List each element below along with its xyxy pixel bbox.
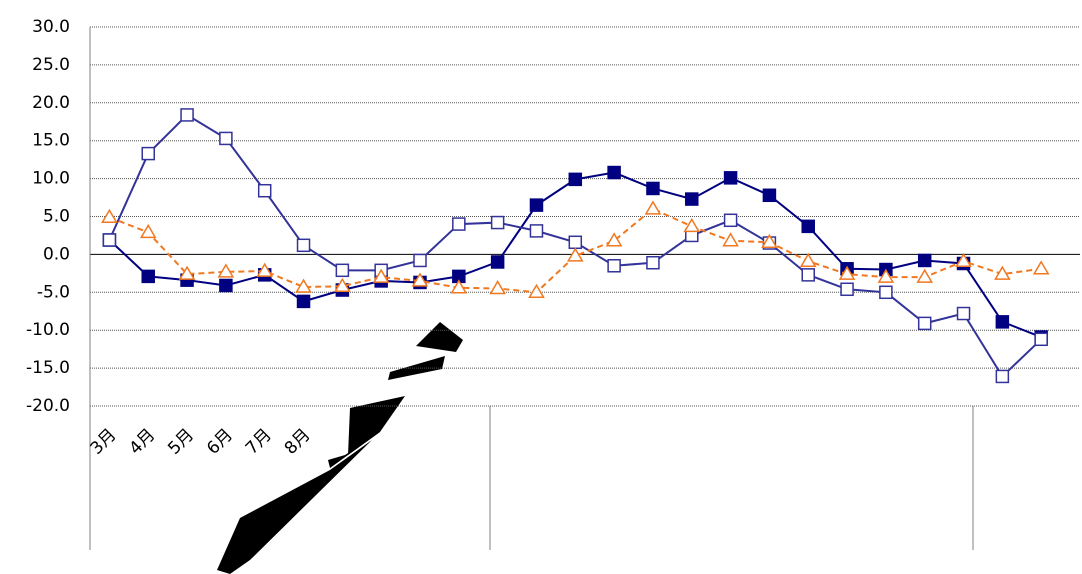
- y-tick-label: 5.0: [43, 207, 70, 227]
- marker: [607, 259, 621, 273]
- marker: [995, 315, 1010, 329]
- marker: [528, 283, 545, 299]
- marker: [840, 282, 854, 297]
- marker: [566, 247, 584, 262]
- marker: [762, 188, 777, 203]
- marker: [372, 268, 390, 283]
- marker: [644, 200, 662, 215]
- marker: [683, 217, 701, 233]
- marker: [335, 263, 350, 278]
- marker: [722, 232, 739, 247]
- marker: [1032, 260, 1050, 275]
- marker: [139, 223, 157, 239]
- marker: [490, 255, 505, 269]
- marker: [217, 263, 235, 278]
- marker: [101, 208, 118, 224]
- marker: [995, 369, 1010, 384]
- marker: [490, 215, 505, 230]
- marker: [450, 279, 468, 294]
- x-tick-label: 4月: [125, 425, 159, 459]
- marker: [917, 316, 932, 331]
- x-tick-label: 6月: [203, 425, 237, 459]
- y-tick-label: -15.0: [26, 358, 70, 378]
- marker: [295, 278, 312, 293]
- marker: [838, 265, 856, 280]
- marker: [723, 171, 738, 185]
- marker: [916, 268, 934, 283]
- marker: [489, 280, 506, 295]
- y-tick-label: 30.0: [32, 17, 70, 37]
- marker: [994, 265, 1011, 280]
- marker: [877, 268, 895, 283]
- marker: [801, 268, 815, 282]
- marker: [529, 198, 544, 212]
- y-tick-label: 20.0: [32, 93, 70, 113]
- y-tick-label: 25.0: [32, 55, 70, 75]
- marker: [452, 217, 466, 231]
- marker: [102, 233, 117, 247]
- marker: [529, 224, 544, 238]
- marker: [1034, 332, 1048, 347]
- artifact: [217, 322, 463, 574]
- marker: [605, 232, 623, 247]
- marker: [801, 219, 815, 234]
- marker: [219, 131, 233, 146]
- marker: [141, 146, 155, 161]
- y-tick-label: 10.0: [32, 169, 70, 189]
- y-tick-label: 0.0: [43, 244, 70, 264]
- marker: [646, 255, 660, 270]
- marker: [334, 277, 351, 292]
- marker: [413, 253, 427, 268]
- marker: [917, 253, 932, 268]
- marker: [296, 294, 311, 309]
- y-tick-label: -20.0: [26, 396, 70, 416]
- marker: [141, 269, 155, 284]
- x-tick-label: 8月: [281, 425, 315, 459]
- marker: [178, 265, 196, 280]
- marker: [296, 238, 311, 253]
- marker: [180, 108, 194, 122]
- x-tick-label: 7月: [242, 425, 276, 459]
- x-tick-label: 3月: [87, 425, 121, 459]
- marker: [685, 192, 699, 206]
- marker: [761, 233, 778, 249]
- y-tick-label: -10.0: [26, 320, 70, 340]
- marker: [956, 306, 971, 321]
- y-tick-label: -5.0: [37, 282, 70, 302]
- marker: [568, 235, 583, 250]
- x-tick-label: 5月: [164, 425, 198, 459]
- marker: [256, 262, 274, 277]
- marker: [879, 285, 893, 300]
- marker: [646, 181, 660, 196]
- marker: [568, 172, 583, 187]
- marker: [799, 252, 817, 267]
- marker: [257, 183, 272, 198]
- marker: [955, 252, 972, 267]
- marker: [411, 272, 429, 287]
- y-tick-label: 15.0: [32, 131, 70, 151]
- marker: [723, 213, 738, 228]
- marker: [219, 278, 233, 293]
- marker: [607, 165, 621, 180]
